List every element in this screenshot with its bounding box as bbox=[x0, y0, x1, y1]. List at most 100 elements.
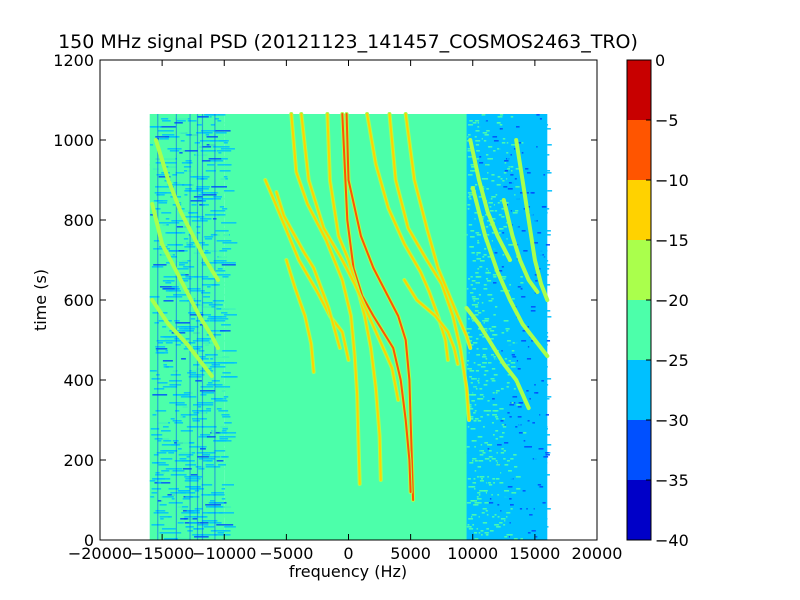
noise-speckle bbox=[504, 170, 509, 172]
noise-streak bbox=[223, 506, 235, 508]
noise-streak bbox=[210, 238, 224, 240]
noise-streak bbox=[222, 242, 238, 244]
noise-streak bbox=[182, 498, 191, 500]
noise-speckle bbox=[525, 264, 528, 266]
noise-speckle bbox=[506, 386, 509, 388]
x-tick-label: −10000 bbox=[192, 544, 256, 563]
noise-speckle bbox=[480, 272, 482, 274]
noise-speckle bbox=[527, 474, 530, 476]
noise-speckle bbox=[491, 494, 493, 496]
noise-speckle bbox=[505, 494, 507, 496]
noise-speckle bbox=[527, 326, 530, 328]
noise-speckle bbox=[494, 410, 499, 412]
noise-speckle bbox=[472, 460, 474, 462]
noise-streak bbox=[218, 156, 229, 158]
noise-speckle bbox=[503, 406, 507, 408]
noise-streak bbox=[167, 148, 182, 150]
noise-streak bbox=[161, 430, 171, 432]
noise-speckle bbox=[505, 142, 509, 144]
noise-speckle bbox=[546, 172, 552, 174]
noise-streak bbox=[208, 250, 220, 252]
noise-speckle bbox=[541, 406, 543, 408]
noise-speckle bbox=[483, 288, 488, 290]
noise-speckle bbox=[514, 322, 519, 324]
noise-speckle bbox=[509, 534, 513, 536]
noise-speckle bbox=[525, 168, 529, 170]
noise-speckle bbox=[513, 176, 517, 178]
noise-streak bbox=[188, 476, 203, 478]
noise-streak bbox=[161, 234, 168, 236]
noise-speckle bbox=[478, 294, 481, 296]
noise-streak bbox=[207, 318, 213, 320]
noise-speckle bbox=[507, 158, 509, 160]
noise-streak bbox=[202, 520, 218, 522]
noise-speckle bbox=[535, 280, 538, 282]
noise-streak bbox=[174, 154, 188, 156]
noise-speckle bbox=[491, 518, 494, 520]
noise-streak bbox=[212, 430, 223, 432]
noise-speckle bbox=[547, 190, 553, 192]
noise-speckle bbox=[501, 266, 504, 268]
noise-speckle bbox=[510, 240, 512, 242]
noise-speckle bbox=[525, 336, 530, 338]
noise-speckle bbox=[519, 370, 522, 372]
noise-speckle bbox=[530, 366, 535, 368]
noise-speckle bbox=[514, 164, 519, 166]
noise-streak bbox=[170, 474, 187, 476]
noise-streak bbox=[205, 170, 216, 172]
noise-streak bbox=[165, 248, 170, 250]
noise-speckle bbox=[506, 534, 510, 536]
noise-streak bbox=[217, 214, 226, 216]
noise-speckle bbox=[521, 296, 526, 298]
noise-streak bbox=[195, 378, 207, 380]
noise-streak bbox=[178, 278, 192, 280]
noise-speckle bbox=[491, 326, 496, 328]
noise-speckle bbox=[499, 124, 503, 126]
noise-speckle bbox=[545, 264, 551, 266]
noise-streak bbox=[171, 118, 188, 120]
noise-streak bbox=[196, 314, 212, 316]
signal-trace bbox=[290, 113, 361, 485]
noise-speckle bbox=[503, 450, 506, 452]
noise-speckle bbox=[515, 208, 518, 210]
noise-speckle bbox=[534, 164, 539, 166]
noise-speckle bbox=[490, 330, 495, 332]
noise-streak bbox=[219, 330, 231, 332]
noise-speckle bbox=[511, 258, 515, 260]
noise-speckle bbox=[504, 162, 507, 164]
noise-streak bbox=[194, 508, 203, 510]
noise-speckle bbox=[520, 442, 525, 444]
noise-streak bbox=[152, 328, 168, 330]
noise-streak bbox=[213, 396, 227, 398]
noise-streak bbox=[156, 422, 169, 424]
noise-streak bbox=[200, 396, 215, 398]
noise-speckle bbox=[476, 254, 478, 256]
noise-streak bbox=[200, 130, 217, 132]
noise-speckle bbox=[474, 184, 478, 186]
noise-speckle bbox=[530, 346, 533, 348]
noise-speckle bbox=[476, 158, 479, 160]
noise-column bbox=[214, 114, 216, 540]
noise-streak bbox=[190, 176, 197, 178]
noise-streak bbox=[161, 212, 172, 214]
noise-speckle bbox=[512, 486, 518, 488]
noise-speckle bbox=[501, 182, 506, 184]
noise-streak bbox=[202, 302, 220, 304]
noise-speckle bbox=[492, 414, 498, 416]
noise-speckle bbox=[500, 536, 505, 538]
noise-streak bbox=[162, 288, 179, 290]
noise-speckle bbox=[525, 396, 529, 398]
noise-speckle bbox=[471, 296, 476, 298]
noise-speckle bbox=[496, 472, 500, 474]
noise-speckle bbox=[532, 300, 537, 302]
noise-speckle bbox=[520, 448, 524, 450]
noise-speckle bbox=[482, 348, 488, 350]
noise-streak bbox=[211, 212, 221, 214]
noise-streak bbox=[155, 136, 170, 138]
noise-streak bbox=[154, 412, 165, 414]
noise-streak bbox=[177, 448, 182, 450]
noise-speckle bbox=[545, 434, 550, 436]
noise-streak bbox=[173, 294, 190, 296]
noise-speckle bbox=[492, 516, 495, 518]
noise-streak bbox=[183, 238, 189, 240]
